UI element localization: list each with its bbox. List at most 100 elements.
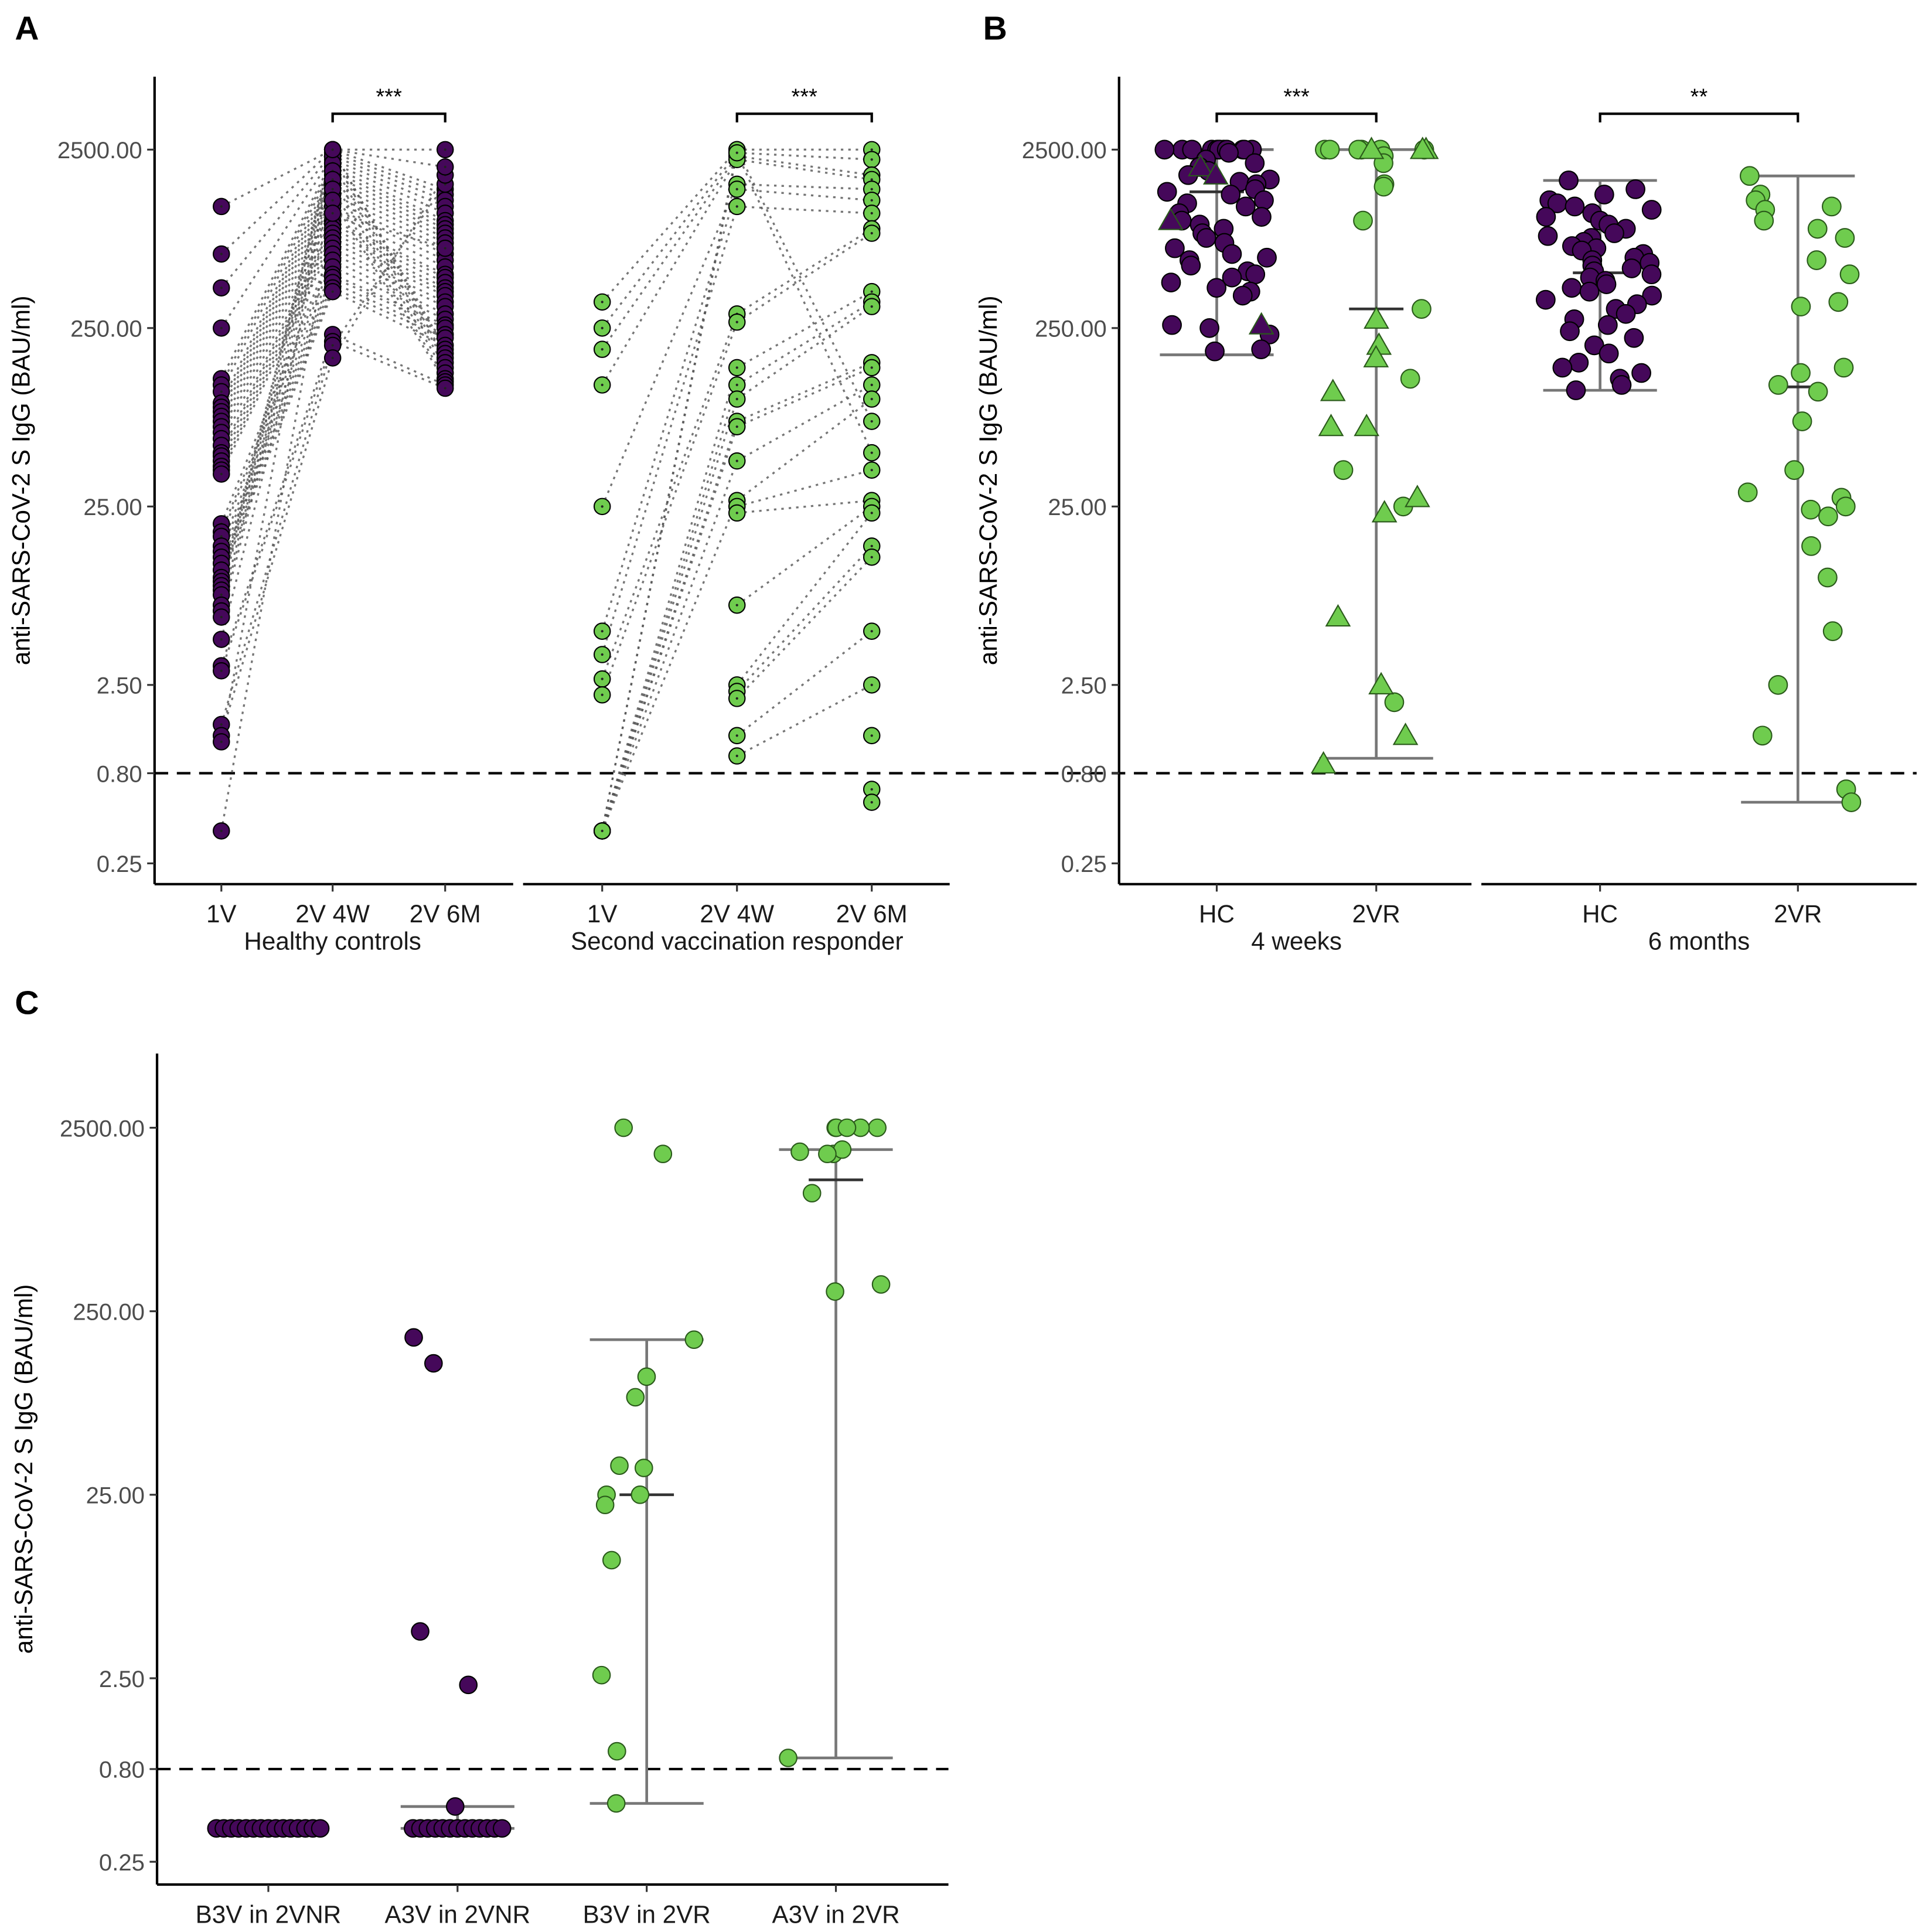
paired-line bbox=[220, 357, 334, 736]
data-point bbox=[424, 1354, 443, 1373]
paired-line bbox=[220, 200, 334, 640]
paired-line bbox=[736, 505, 873, 606]
data-point bbox=[1536, 207, 1556, 227]
paired-line bbox=[332, 179, 447, 374]
point-center-dot bbox=[601, 505, 604, 508]
data-point bbox=[1818, 506, 1838, 527]
data-point bbox=[1792, 411, 1812, 431]
y-tick-label: 25.00 bbox=[86, 1483, 145, 1509]
paired-line bbox=[601, 322, 738, 696]
paired-line bbox=[332, 155, 447, 359]
data-point bbox=[626, 1388, 645, 1407]
data-point bbox=[1182, 139, 1202, 160]
x-tick-label: 2V 4W bbox=[295, 900, 370, 928]
data-point bbox=[1222, 267, 1242, 288]
data-point-triangle bbox=[1318, 414, 1344, 437]
point-center-dot bbox=[735, 734, 738, 737]
data-point bbox=[1808, 381, 1828, 402]
data-point bbox=[1400, 369, 1420, 389]
data-point bbox=[602, 1551, 621, 1570]
paired-line bbox=[332, 333, 446, 386]
paired-line bbox=[737, 183, 872, 190]
x-tick-label: 1V bbox=[206, 900, 237, 928]
paired-line bbox=[332, 193, 446, 250]
point-center-dot bbox=[220, 472, 223, 476]
point-center-dot bbox=[735, 512, 738, 514]
panel-letter: A bbox=[15, 10, 39, 47]
data-point bbox=[1562, 278, 1582, 298]
data-point bbox=[826, 1282, 844, 1301]
paired-line bbox=[736, 556, 873, 700]
point-center-dot bbox=[870, 630, 873, 633]
y-tick-label: 250.00 bbox=[1035, 316, 1107, 342]
paired-line bbox=[220, 260, 334, 537]
paired-line bbox=[332, 237, 446, 293]
paired-line bbox=[332, 148, 446, 190]
data-point bbox=[1839, 264, 1860, 285]
paired-line bbox=[737, 205, 872, 214]
paired-line bbox=[736, 301, 873, 386]
point-center-dot bbox=[735, 151, 738, 154]
data-point bbox=[1579, 281, 1600, 302]
point-center-dot bbox=[870, 383, 873, 387]
data-point bbox=[1552, 357, 1573, 378]
paired-line bbox=[332, 183, 446, 239]
x-tick-label: 1V bbox=[587, 900, 618, 928]
paired-line bbox=[601, 384, 738, 832]
point-center-dot bbox=[870, 451, 873, 454]
y-tick-label: 0.25 bbox=[1061, 851, 1107, 877]
data-point bbox=[1565, 196, 1585, 217]
significance-label: *** bbox=[1283, 84, 1310, 109]
data-point bbox=[871, 1275, 891, 1294]
data-point bbox=[1596, 274, 1617, 294]
significance-bracket bbox=[331, 113, 447, 122]
y-axis-title: anti-SARS-CoV-2 S IgG (BAU/ml) bbox=[8, 295, 35, 665]
data-point bbox=[1154, 139, 1175, 160]
data-point bbox=[1625, 179, 1645, 199]
point-center-dot bbox=[870, 188, 873, 191]
data-point bbox=[411, 1622, 430, 1641]
paired-line bbox=[737, 362, 873, 422]
data-point bbox=[1162, 315, 1182, 335]
point-center-dot bbox=[870, 734, 873, 737]
data-point bbox=[592, 1665, 611, 1685]
data-point bbox=[459, 1675, 478, 1695]
point-center-dot bbox=[220, 638, 223, 641]
paired-line bbox=[332, 199, 447, 383]
data-point bbox=[1807, 250, 1827, 270]
data-point bbox=[1791, 363, 1811, 383]
data-point bbox=[1538, 226, 1558, 246]
paired-line bbox=[220, 213, 334, 446]
paired-line bbox=[601, 367, 738, 832]
x-tick-label: A3V in 2VNR bbox=[385, 1900, 531, 1928]
paired-line bbox=[220, 179, 334, 611]
data-point bbox=[1791, 297, 1811, 317]
data-point bbox=[1631, 363, 1651, 383]
point-center-dot bbox=[331, 212, 334, 215]
paired-line bbox=[332, 205, 446, 261]
data-point-triangle bbox=[1358, 137, 1385, 159]
data-point bbox=[1384, 692, 1405, 713]
y-tick-label: 0.80 bbox=[97, 761, 142, 787]
paired-line bbox=[220, 149, 334, 586]
paired-line bbox=[220, 277, 334, 558]
y-tick-label: 2.50 bbox=[1061, 673, 1107, 699]
data-point-triangle bbox=[1202, 162, 1229, 185]
data-point-triangle bbox=[1371, 500, 1398, 523]
data-point bbox=[1818, 567, 1838, 588]
paired-line bbox=[736, 384, 873, 462]
data-point bbox=[446, 1797, 465, 1816]
x-tick-label: 2V 6M bbox=[836, 900, 908, 928]
point-center-dot bbox=[735, 397, 738, 401]
data-point bbox=[1221, 185, 1241, 205]
point-center-dot bbox=[601, 677, 604, 680]
data-point bbox=[1642, 285, 1662, 306]
paired-line bbox=[736, 305, 873, 400]
data-point bbox=[790, 1142, 809, 1161]
data-point-triangle bbox=[1354, 414, 1380, 437]
data-point bbox=[637, 1367, 656, 1386]
data-point bbox=[1835, 228, 1855, 248]
data-point bbox=[1161, 272, 1181, 292]
x-tick-label: A3V in 2VR bbox=[772, 1900, 899, 1928]
point-center-dot bbox=[220, 829, 223, 833]
